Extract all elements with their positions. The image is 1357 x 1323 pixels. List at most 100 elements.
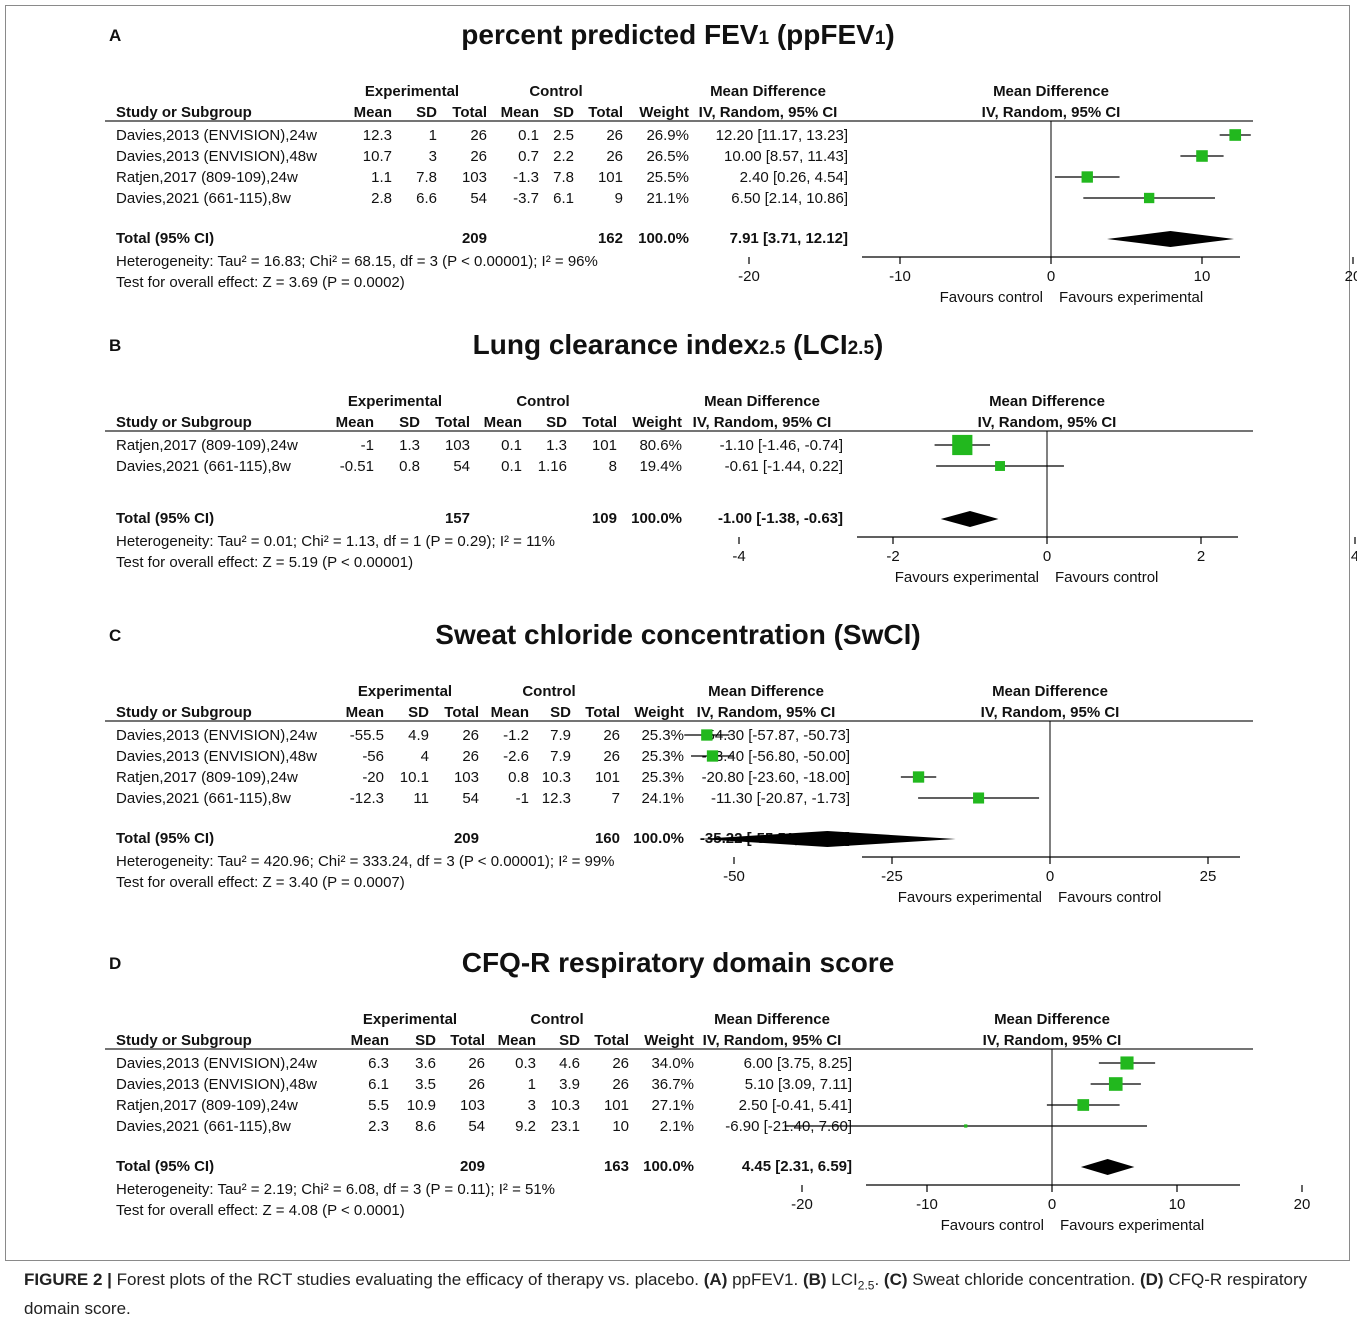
weight: 25.5%: [646, 169, 689, 186]
x-tick-label: 10: [1194, 268, 1211, 285]
total-exp: 157: [445, 510, 470, 527]
header-experimental: Experimental: [365, 83, 459, 100]
ctl-total: 9: [615, 190, 623, 207]
panel-letter: B: [109, 336, 121, 355]
header-ctl-mean: Mean: [501, 104, 539, 121]
weight: 26.5%: [646, 148, 689, 165]
ci-text: 6.50 [2.14, 10.86]: [731, 190, 848, 207]
header-ctl-total: Total: [594, 1032, 629, 1049]
exp-sd: 3.5: [415, 1076, 436, 1093]
total-exp: 209: [454, 830, 479, 847]
header-study: Study or Subgroup: [116, 704, 252, 721]
header-weight: Weight: [632, 414, 682, 431]
caption-text: LCI: [826, 1270, 858, 1289]
study-name: Davies,2021 (661-115),8w: [116, 790, 291, 807]
caption-text: .: [874, 1270, 884, 1289]
ctl-total: 101: [598, 169, 623, 186]
header-ctl-mean: Mean: [491, 704, 529, 721]
exp-mean: 2.8: [371, 190, 392, 207]
study-name: Davies,2021 (661-115),8w: [116, 458, 291, 475]
exp-mean: -55.5: [350, 727, 384, 744]
panel-title: Lung clearance index2.5 (LCI2.5): [473, 329, 884, 360]
exp-total: 54: [470, 190, 487, 207]
caption-bold: FIGURE 2 |: [24, 1270, 117, 1289]
header-weight: Weight: [644, 1032, 694, 1049]
exp-mean: 6.1: [368, 1076, 389, 1093]
ctl-mean: -2.6: [503, 748, 529, 765]
study-row: Davies,2013 (ENVISION),48w 6.1 3.5 26 1 3.9 26…: [116, 1076, 1141, 1093]
ci-text: -1.10 [-1.46, -0.74]: [720, 437, 843, 454]
study-row: Davies,2021 (661-115),8w -12.3 11 54 -1 12.3 7…: [116, 790, 1040, 807]
x-tick-label: 20: [1345, 268, 1357, 285]
exp-sd: 1: [429, 127, 437, 144]
x-tick-label: 0: [1048, 1196, 1056, 1213]
study-marker: [973, 792, 985, 804]
ctl-mean: -3.7: [513, 190, 539, 207]
total-ctl: 109: [592, 510, 617, 527]
header-experimental: Experimental: [348, 393, 442, 410]
ctl-sd: 1.3: [546, 437, 567, 454]
caption-text: ppFEV1.: [727, 1270, 803, 1289]
header-exp-total: Total: [450, 1032, 485, 1049]
study-marker: [995, 461, 1005, 471]
header-ctl-sd: SD: [553, 104, 574, 121]
ctl-mean: -1: [516, 790, 529, 807]
ctl-mean: 0.1: [501, 458, 522, 475]
study-marker: [1081, 171, 1093, 183]
header-ctl-sd: SD: [559, 1032, 580, 1049]
caption-text: CFQ-R respiratory domain score.: [24, 1270, 1308, 1319]
ctl-total: 26: [612, 1076, 629, 1093]
study-marker: [1120, 1056, 1134, 1070]
ctl-sd: 2.5: [553, 127, 574, 144]
weight: 19.4%: [639, 458, 682, 475]
total-label: Total (95% CI): [116, 1158, 214, 1175]
header-exp-mean: Mean: [351, 1032, 389, 1049]
heterogeneity-text: Heterogeneity: Tau² = 420.96; Chi² = 333…: [116, 853, 615, 870]
exp-total: 103: [454, 769, 479, 786]
study-marker: [706, 750, 719, 762]
x-tick-label: -2: [886, 548, 899, 565]
study-marker: [701, 729, 713, 741]
exp-mean: 1.1: [371, 169, 392, 186]
header-plot-ci-method: IV, Random, 95% CI: [981, 704, 1120, 721]
exp-mean: -1: [361, 437, 374, 454]
total-label: Total (95% CI): [116, 510, 214, 527]
study-name: Davies,2013 (ENVISION),48w: [116, 748, 317, 765]
exp-total: 103: [462, 169, 487, 186]
pooled-diamond: [1080, 1159, 1135, 1175]
total-ci: 4.45 [2.31, 6.59]: [742, 1158, 852, 1175]
exp-sd: 4: [421, 748, 429, 765]
header-ctl-total: Total: [588, 104, 623, 121]
favours-left-label: Favours control: [940, 289, 1043, 306]
panel-title: CFQ-R respiratory domain score: [462, 947, 895, 978]
caption-bold: (C): [883, 1270, 908, 1289]
total-ctl: 162: [598, 230, 623, 247]
header-plot-mean-difference: Mean Difference: [994, 1011, 1110, 1028]
ctl-sd: 7.8: [553, 169, 574, 186]
favours-left-label: Favours experimental: [898, 889, 1042, 906]
study-name: Davies,2013 (ENVISION),48w: [116, 148, 317, 165]
ci-text: -0.61 [-1.44, 0.22]: [725, 458, 843, 475]
favours-left-label: Favours control: [941, 1217, 1044, 1234]
favours-right-label: Favours control: [1055, 569, 1158, 586]
ctl-mean: 3: [528, 1097, 536, 1114]
ci-text: -20.80 [-23.60, -18.00]: [702, 769, 850, 786]
exp-total: 54: [468, 1118, 485, 1135]
overall-effect-text: Test for overall effect: Z = 3.40 (P = 0…: [116, 874, 405, 891]
header-exp-mean: Mean: [346, 704, 384, 721]
header-exp-sd: SD: [416, 104, 437, 121]
ctl-total: 101: [595, 769, 620, 786]
exp-mean: 12.3: [363, 127, 392, 144]
heterogeneity-text: Heterogeneity: Tau² = 16.83; Chi² = 68.1…: [116, 253, 598, 270]
header-plot-mean-difference: Mean Difference: [993, 83, 1109, 100]
header-ctl-mean: Mean: [484, 414, 522, 431]
caption-bold: (B): [802, 1270, 827, 1289]
exp-total: 26: [468, 1055, 485, 1072]
ctl-sd: 7.9: [550, 748, 571, 765]
header-plot-mean-difference: Mean Difference: [989, 393, 1105, 410]
weight: 34.0%: [651, 1055, 694, 1072]
exp-sd: 3.6: [415, 1055, 436, 1072]
ctl-mean: -1.2: [503, 727, 529, 744]
header-control: Control: [522, 683, 575, 700]
